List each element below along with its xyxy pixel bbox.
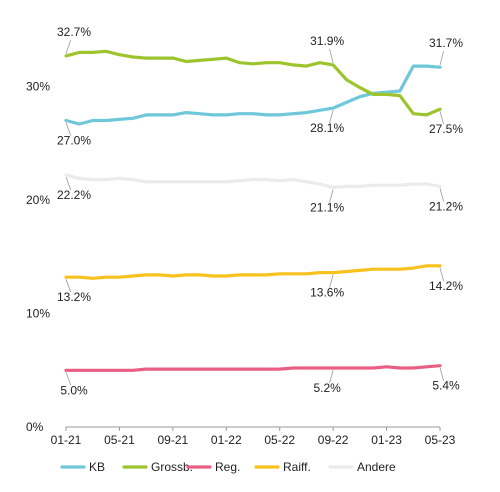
data-label-leader xyxy=(439,267,444,281)
x-tick-label: 01-23 xyxy=(371,433,402,447)
legend-label: KB xyxy=(89,460,105,474)
data-label: 31.7% xyxy=(429,36,463,50)
y-tick-label: 20% xyxy=(26,193,50,207)
series-line-reg xyxy=(64,364,442,372)
data-label: 32.7% xyxy=(57,25,91,39)
data-label-leader xyxy=(439,51,444,66)
series-line-grossb xyxy=(64,49,442,117)
legend: KB Grossb. Reg. Raiff. Andere xyxy=(60,460,396,474)
data-label: 5.4% xyxy=(432,379,460,393)
x-tick-label: 01-22 xyxy=(211,433,242,447)
data-label: 14.2% xyxy=(429,279,463,293)
x-tick-label: 09-21 xyxy=(158,433,189,447)
legend-label: Andere xyxy=(357,460,396,474)
data-label: 13.6% xyxy=(310,286,344,300)
data-label: 27.5% xyxy=(429,122,463,136)
x-axis: 01-21 05-21 09-21 01-22 05-22 09-22 01-23 05-23 xyxy=(51,426,456,447)
y-tick-label: 30% xyxy=(26,80,50,94)
x-tick-label: 05-23 xyxy=(425,433,456,447)
series-line-andere xyxy=(64,173,442,190)
series-line-raiff xyxy=(64,264,442,280)
data-labels: 27.0% 28.1% 31.7% 32.7% 31.9% 27.5% 5.0% 5.2% 5.… xyxy=(57,25,463,397)
y-tick-label: 0% xyxy=(26,420,44,434)
data-label: 28.1% xyxy=(310,121,344,135)
x-tick-label: 05-22 xyxy=(264,433,295,447)
data-label: 27.0% xyxy=(57,134,91,148)
data-label-leader xyxy=(439,367,444,381)
y-axis: 0% 10% 20% 30% xyxy=(26,80,50,435)
data-label: 5.2% xyxy=(313,381,341,395)
data-label: 5.0% xyxy=(60,383,88,397)
series-lines xyxy=(64,49,442,372)
data-label-leader xyxy=(329,274,334,288)
data-label-leader xyxy=(65,39,72,54)
data-label-leader xyxy=(439,188,444,202)
y-tick-label: 10% xyxy=(26,307,50,321)
data-label: 21.1% xyxy=(310,201,344,215)
data-label: 13.2% xyxy=(57,290,91,304)
data-label: 22.2% xyxy=(57,188,91,202)
x-tick-label: 09-22 xyxy=(318,433,349,447)
data-label-leader xyxy=(329,109,334,124)
x-tick-label: 01-21 xyxy=(51,433,82,447)
x-tick-label: 05-21 xyxy=(104,433,135,447)
data-label-leader xyxy=(65,176,72,191)
data-label-leader xyxy=(329,369,334,384)
data-label-leader xyxy=(65,279,72,293)
data-label: 21.2% xyxy=(429,199,463,213)
data-label-leader xyxy=(329,189,334,203)
data-label: 31.9% xyxy=(310,34,344,48)
data-label-leader xyxy=(65,372,72,386)
legend-label: Raiff. xyxy=(283,460,311,474)
legend-label: Reg. xyxy=(215,460,240,474)
data-label-leader xyxy=(329,48,334,64)
data-label-leader xyxy=(65,122,72,136)
data-label-leader xyxy=(439,111,444,125)
legend-label: Grossb. xyxy=(151,460,193,474)
